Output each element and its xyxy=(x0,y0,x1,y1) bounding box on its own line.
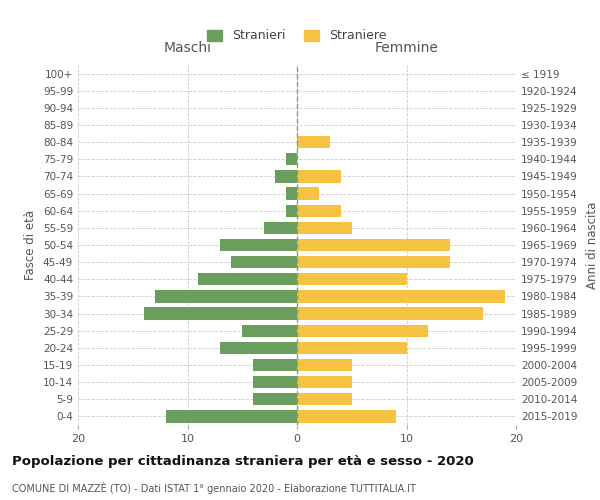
Bar xyxy=(253,376,297,388)
Bar xyxy=(297,273,407,285)
Bar xyxy=(297,342,407,354)
Bar xyxy=(297,188,319,200)
Bar xyxy=(297,204,341,217)
Bar xyxy=(297,393,352,406)
Bar xyxy=(297,290,505,302)
Bar xyxy=(220,239,297,251)
Text: Femmine: Femmine xyxy=(374,40,439,54)
Bar xyxy=(297,239,450,251)
Bar xyxy=(297,222,352,234)
Bar xyxy=(253,359,297,371)
Bar xyxy=(264,222,297,234)
Bar xyxy=(242,324,297,337)
Bar xyxy=(253,393,297,406)
Bar xyxy=(297,170,341,182)
Bar xyxy=(232,256,297,268)
Bar xyxy=(297,308,483,320)
Bar xyxy=(297,256,450,268)
Bar xyxy=(297,410,395,422)
Bar xyxy=(199,273,297,285)
Bar xyxy=(220,342,297,354)
Bar xyxy=(297,324,428,337)
Bar xyxy=(297,376,352,388)
Bar xyxy=(286,153,297,166)
Bar xyxy=(166,410,297,422)
Bar xyxy=(144,308,297,320)
Text: Maschi: Maschi xyxy=(163,40,212,54)
Bar xyxy=(275,170,297,182)
Bar xyxy=(297,359,352,371)
Bar xyxy=(297,136,330,148)
Bar xyxy=(155,290,297,302)
Bar xyxy=(286,188,297,200)
Y-axis label: Fasce di età: Fasce di età xyxy=(25,210,37,280)
Legend: Stranieri, Straniere: Stranieri, Straniere xyxy=(202,24,392,48)
Text: COMUNE DI MAZZÈ (TO) - Dati ISTAT 1° gennaio 2020 - Elaborazione TUTTITALIA.IT: COMUNE DI MAZZÈ (TO) - Dati ISTAT 1° gen… xyxy=(12,482,416,494)
Bar xyxy=(286,204,297,217)
Text: Popolazione per cittadinanza straniera per età e sesso - 2020: Popolazione per cittadinanza straniera p… xyxy=(12,455,474,468)
Y-axis label: Anni di nascita: Anni di nascita xyxy=(586,202,599,288)
